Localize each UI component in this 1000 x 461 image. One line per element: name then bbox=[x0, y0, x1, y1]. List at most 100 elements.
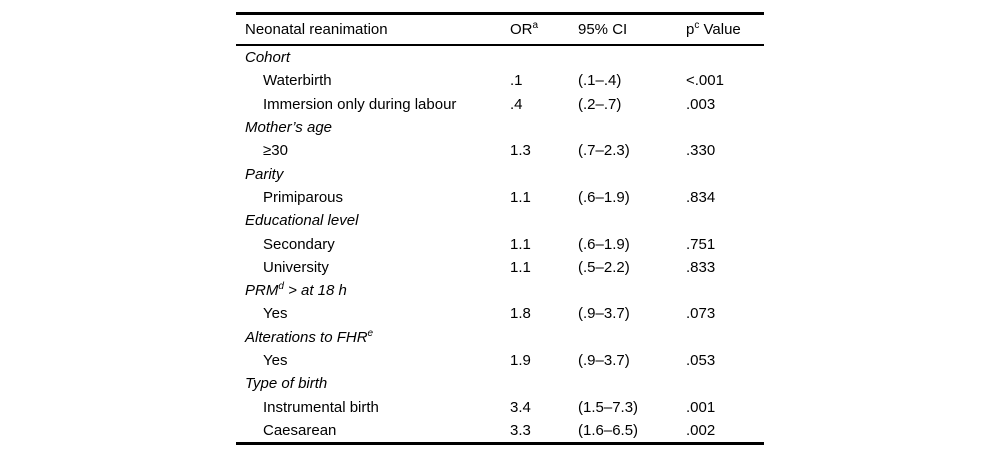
row-label: University bbox=[263, 258, 329, 276]
p-value-cell bbox=[686, 279, 764, 302]
row-label-superscript: e bbox=[367, 327, 374, 339]
category-row: Cohort bbox=[236, 45, 764, 69]
p-suffix-label: Value bbox=[699, 21, 741, 38]
row-label: Yes bbox=[263, 352, 288, 369]
table-row: Yes 1.9 (.9–3.7) .053 bbox=[236, 349, 764, 372]
row-label-superscript: d bbox=[278, 281, 284, 293]
p-value-cell: .834 bbox=[686, 188, 716, 206]
row-label: Educational level bbox=[245, 212, 359, 230]
ci-cell: (.2–.7) bbox=[578, 95, 622, 113]
table-row: Primiparous 1.1 (.6–1.9) .834 bbox=[236, 186, 764, 209]
category-row: Type of birth bbox=[236, 372, 764, 395]
row-label: Mother’s age bbox=[245, 119, 332, 137]
category-row: Alterations to FHRe bbox=[236, 326, 764, 349]
p-value-cell: .003 bbox=[686, 95, 716, 113]
statistics-table: Neonatal reanimation ORa 95% CI pc Value… bbox=[236, 12, 764, 446]
category-row: PRMd > at 18 h bbox=[236, 279, 764, 302]
or-cell: 1.3 bbox=[510, 142, 531, 160]
or-cell: 1.1 bbox=[510, 188, 531, 206]
row-label: Primiparous bbox=[263, 188, 344, 206]
table-row: Immersion only during labour .4 (.2–.7) .00… bbox=[236, 93, 764, 116]
row-label: Type of birth bbox=[245, 375, 328, 393]
p-value-cell: .833 bbox=[686, 258, 716, 276]
table-row: University 1.1 (.5–2.2) .833 bbox=[236, 256, 764, 279]
table-row: Waterbirth .1 (.1–.4) <.001 bbox=[236, 69, 764, 92]
p-value-cell bbox=[686, 116, 764, 139]
or-cell: 1.8 bbox=[510, 305, 531, 323]
or-cell: .4 bbox=[510, 95, 523, 113]
col-header-or: ORa bbox=[510, 13, 578, 46]
ci-cell bbox=[578, 209, 686, 232]
ci-cell: (.6–1.9) bbox=[578, 188, 630, 206]
or-cell: 3.4 bbox=[510, 398, 531, 416]
or-cell: 3.3 bbox=[510, 421, 531, 439]
or-cell: .1 bbox=[510, 72, 523, 90]
or-label: OR bbox=[510, 21, 533, 38]
category-row: Educational level bbox=[236, 209, 764, 232]
category-row: Mother’s age bbox=[236, 116, 764, 139]
ci-cell: (.7–2.3) bbox=[578, 142, 630, 160]
row-label: Secondary bbox=[263, 235, 335, 253]
col-header-p-value: pc Value bbox=[686, 13, 764, 46]
ci-cell: (.9–3.7) bbox=[578, 305, 630, 323]
row-label: Caesarean bbox=[263, 421, 337, 439]
ci-cell: (.1–.4) bbox=[578, 72, 622, 90]
ci-cell bbox=[578, 45, 686, 69]
p-value-cell bbox=[686, 372, 764, 395]
neonatal-reanimation-table: Neonatal reanimation ORa 95% CI pc Value… bbox=[236, 12, 764, 446]
ci-cell: (1.5–7.3) bbox=[578, 398, 639, 416]
p-value-cell bbox=[686, 326, 764, 349]
col-header-neonatal-reanimation: Neonatal reanimation bbox=[236, 13, 510, 46]
or-cell bbox=[510, 279, 578, 302]
or-cell bbox=[510, 116, 578, 139]
ci-cell: (.9–3.7) bbox=[578, 352, 630, 369]
row-label: Waterbirth bbox=[263, 72, 332, 90]
col-header-ci: 95% CI bbox=[578, 13, 686, 46]
row-label: Yes bbox=[263, 305, 288, 323]
or-cell: 1.9 bbox=[510, 352, 531, 369]
category-row: Parity bbox=[236, 162, 764, 185]
p-value-cell: .330 bbox=[686, 142, 716, 160]
row-label: Instrumental birth bbox=[263, 398, 379, 416]
ci-cell: (1.6–6.5) bbox=[578, 421, 639, 439]
row-label: Parity bbox=[245, 165, 284, 183]
p-value-cell bbox=[686, 209, 764, 232]
ci-cell bbox=[578, 116, 686, 139]
or-cell bbox=[510, 209, 578, 232]
ci-cell bbox=[578, 162, 686, 185]
or-cell: 1.1 bbox=[510, 235, 531, 253]
or-cell bbox=[510, 326, 578, 349]
row-label: PRMd > at 18 h bbox=[245, 281, 347, 300]
header-row: Neonatal reanimation ORa 95% CI pc Value bbox=[236, 13, 764, 46]
p-value-cell bbox=[686, 162, 764, 185]
p-value-cell: <.001 bbox=[686, 72, 724, 90]
table-row: ≥30 1.3 (.7–2.3) .330 bbox=[236, 139, 764, 162]
table-row: Secondary 1.1 (.6–1.9) .751 bbox=[236, 232, 764, 255]
ci-cell: (.5–2.2) bbox=[578, 258, 630, 276]
row-label: Immersion only during labour bbox=[263, 95, 457, 113]
ci-cell: (.6–1.9) bbox=[578, 235, 630, 253]
p-value-cell: .751 bbox=[686, 235, 716, 253]
or-cell: 1.1 bbox=[510, 258, 531, 276]
or-cell bbox=[510, 45, 578, 69]
p-label: p bbox=[686, 21, 695, 38]
ci-cell bbox=[578, 372, 686, 395]
row-label: Cohort bbox=[245, 49, 291, 67]
or-superscript: a bbox=[532, 20, 539, 31]
table-row: Yes 1.8 (.9–3.7) .073 bbox=[236, 302, 764, 325]
col-header-label: Neonatal reanimation bbox=[245, 21, 388, 38]
or-cell bbox=[510, 372, 578, 395]
table-body: Cohort Waterbirth .1 (.1–.4) <.001 Immersion … bbox=[236, 45, 764, 444]
p-value-cell: .001 bbox=[686, 398, 716, 416]
table-row: Caesarean 3.3 (1.6–6.5) .002 bbox=[236, 419, 764, 444]
p-value-cell: .002 bbox=[686, 421, 716, 439]
p-value-cell: .053 bbox=[686, 352, 716, 369]
ci-label: 95% CI bbox=[578, 21, 628, 38]
table-row: Instrumental birth 3.4 (1.5–7.3) .001 bbox=[236, 395, 764, 418]
row-label: ≥30 bbox=[263, 142, 288, 160]
p-value-cell bbox=[686, 45, 764, 69]
p-superscript: c bbox=[694, 20, 700, 31]
row-label: Alterations to FHRe bbox=[245, 327, 374, 346]
p-value-cell: .073 bbox=[686, 305, 716, 323]
